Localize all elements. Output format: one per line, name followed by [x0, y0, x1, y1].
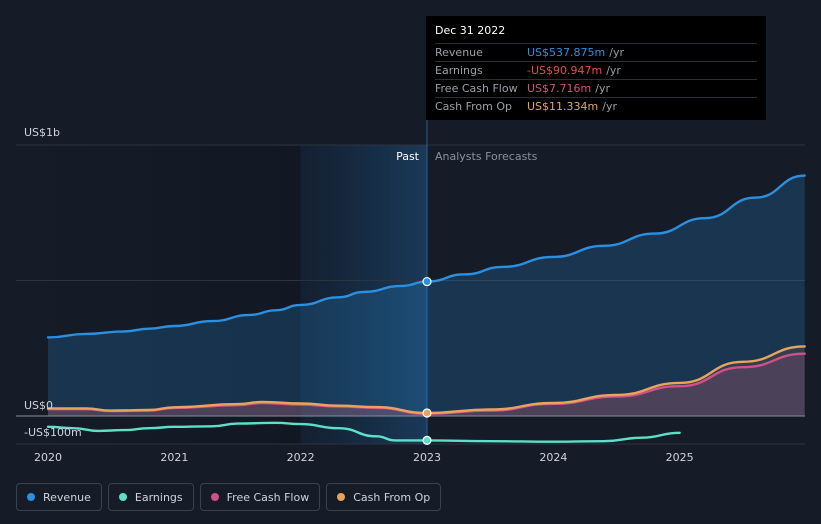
- x-tick-label: 2020: [34, 451, 62, 464]
- legend-dot-icon: [337, 493, 346, 501]
- forecast-label: Analysts Forecasts: [435, 150, 538, 163]
- x-tick-label: 2021: [160, 451, 188, 464]
- tooltip-value: -US$90.947m: [527, 64, 603, 77]
- legend-label: Revenue: [43, 490, 91, 504]
- tooltip-date: Dec 31 2022: [435, 24, 506, 37]
- x-tick-label: 2024: [539, 451, 567, 464]
- legend-dot-icon: [118, 493, 127, 501]
- tooltip-unit: /yr: [602, 100, 617, 113]
- y-label-top: US$1b: [24, 126, 60, 139]
- tooltip-unit: /yr: [609, 46, 624, 59]
- legend-revenue[interactable]: Revenue: [16, 483, 102, 511]
- legend: Revenue Earnings Free Cash Flow Cash Fro…: [16, 483, 442, 511]
- tooltip-unit: /yr: [595, 82, 610, 95]
- revenue-point: [422, 276, 432, 287]
- cash-from-op-line: [46, 345, 806, 415]
- tooltip-value: US$537.875m: [527, 46, 606, 59]
- cash-from-op-point: [422, 408, 432, 418]
- earnings-line: [46, 421, 681, 443]
- tooltip-value: US$7.716m: [527, 82, 592, 95]
- y-label-neg: -US$100m: [24, 426, 82, 439]
- tooltip-label: Free Cash Flow: [435, 82, 518, 95]
- tooltip-row-cfo: Cash From Op US$11.334m /yr: [435, 97, 757, 115]
- tooltip-value: US$11.334m: [527, 100, 599, 113]
- legend-label: Earnings: [134, 490, 183, 504]
- y-label-zero: US$0: [24, 399, 53, 412]
- tooltip-unit: /yr: [606, 64, 621, 77]
- x-tick-label: 2025: [666, 451, 694, 464]
- past-label: Past: [396, 150, 420, 163]
- tooltip-row-earnings: Earnings -US$90.947m /yr: [435, 61, 757, 79]
- legend-dot-icon: [210, 493, 219, 501]
- tooltip-label: Revenue: [435, 46, 483, 59]
- x-tick-label: 2022: [287, 451, 315, 464]
- legend-free-cash-flow[interactable]: Free Cash Flow: [199, 483, 321, 511]
- legend-label: Cash From Op: [353, 490, 431, 504]
- tooltip-row-fcf: Free Cash Flow US$7.716m /yr: [435, 79, 757, 97]
- legend-label: Free Cash Flow: [226, 490, 310, 504]
- highlight-band: [300, 145, 427, 444]
- legend-earnings[interactable]: Earnings: [107, 483, 194, 511]
- tooltip-label: Cash From Op: [435, 100, 513, 113]
- tooltip-label: Earnings: [435, 64, 483, 77]
- free-cash-flow-area: [48, 353, 805, 416]
- legend-dot-icon: [27, 493, 35, 501]
- tooltip-row-revenue: Revenue US$537.875m /yr: [435, 43, 757, 61]
- legend-cash-from-op[interactable]: Cash From Op: [326, 483, 442, 511]
- revenue-area: [48, 175, 805, 416]
- revenue-line: [46, 174, 806, 339]
- tooltip: Dec 31 2022 Revenue US$537.875m /yr Earn…: [426, 16, 766, 120]
- x-tick-label: 2023: [413, 451, 441, 464]
- earnings-point: [422, 435, 432, 445]
- cash-from-op-area: [48, 346, 805, 416]
